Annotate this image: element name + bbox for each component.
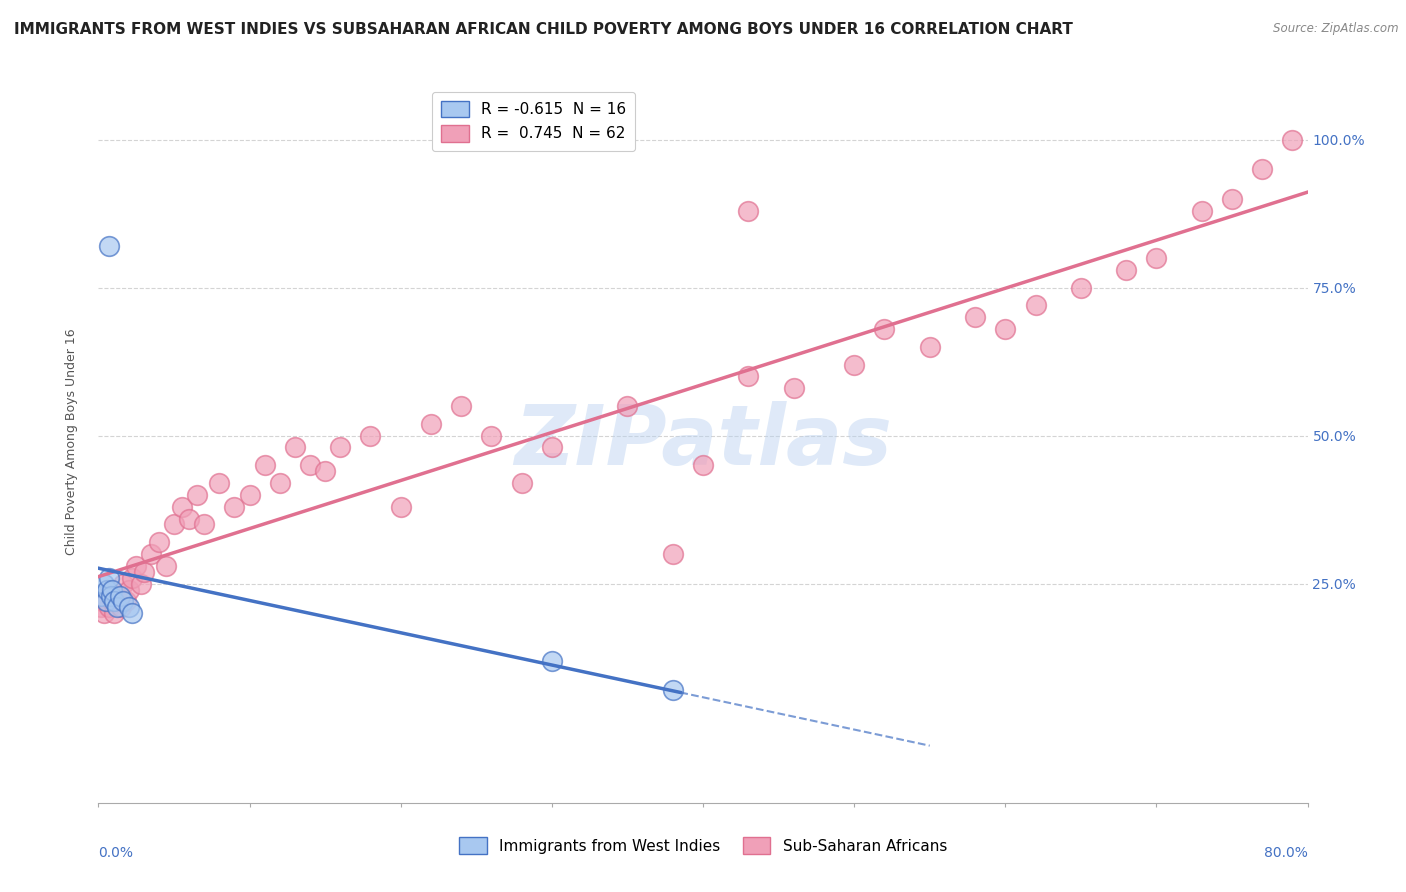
Point bbox=[1024, 298, 1046, 312]
Text: 80.0%: 80.0% bbox=[1264, 847, 1308, 860]
Point bbox=[1281, 132, 1303, 146]
Point bbox=[170, 500, 193, 514]
Point bbox=[1251, 162, 1274, 177]
Point bbox=[148, 535, 170, 549]
Point bbox=[101, 594, 124, 608]
Point bbox=[1115, 262, 1137, 277]
Point bbox=[510, 475, 533, 490]
Point bbox=[94, 589, 117, 603]
Point bbox=[114, 594, 136, 608]
Point bbox=[107, 594, 129, 608]
Point bbox=[141, 547, 163, 561]
Point bbox=[540, 441, 562, 455]
Point bbox=[360, 428, 382, 442]
Point bbox=[692, 458, 714, 473]
Point bbox=[91, 594, 114, 608]
Text: 0.0%: 0.0% bbox=[98, 847, 134, 860]
Point bbox=[616, 399, 638, 413]
Point bbox=[661, 683, 683, 698]
Point bbox=[284, 441, 307, 455]
Point bbox=[118, 600, 141, 615]
Point bbox=[224, 500, 246, 514]
Point bbox=[844, 358, 866, 372]
Point bbox=[118, 582, 141, 597]
Point bbox=[918, 340, 941, 354]
Point bbox=[125, 558, 148, 573]
Legend: Immigrants from West Indies, Sub-Saharan Africans: Immigrants from West Indies, Sub-Saharan… bbox=[453, 831, 953, 860]
Point bbox=[873, 322, 896, 336]
Point bbox=[239, 488, 262, 502]
Point bbox=[103, 607, 125, 621]
Point bbox=[103, 594, 125, 608]
Point bbox=[299, 458, 322, 473]
Point bbox=[329, 441, 352, 455]
Point bbox=[98, 239, 121, 253]
Point bbox=[101, 582, 124, 597]
Point bbox=[737, 203, 759, 218]
Point bbox=[90, 589, 112, 603]
Point bbox=[100, 582, 122, 597]
Y-axis label: Child Poverty Among Boys Under 16: Child Poverty Among Boys Under 16 bbox=[65, 328, 79, 555]
Point bbox=[179, 511, 201, 525]
Point bbox=[93, 607, 115, 621]
Point bbox=[98, 571, 121, 585]
Point bbox=[96, 594, 118, 608]
Point bbox=[100, 589, 122, 603]
Text: IMMIGRANTS FROM WEST INDIES VS SUBSAHARAN AFRICAN CHILD POVERTY AMONG BOYS UNDER: IMMIGRANTS FROM WEST INDIES VS SUBSAHARA… bbox=[14, 22, 1073, 37]
Point bbox=[965, 310, 987, 325]
Point bbox=[96, 582, 118, 597]
Point bbox=[90, 600, 112, 615]
Point bbox=[132, 565, 155, 579]
Point bbox=[111, 576, 134, 591]
Point bbox=[540, 654, 562, 668]
Point bbox=[110, 600, 132, 615]
Point bbox=[208, 475, 231, 490]
Point bbox=[1144, 251, 1167, 265]
Point bbox=[450, 399, 472, 413]
Point bbox=[269, 475, 291, 490]
Point bbox=[94, 594, 117, 608]
Point bbox=[155, 558, 177, 573]
Point bbox=[163, 517, 186, 532]
Point bbox=[108, 589, 131, 603]
Point bbox=[481, 428, 503, 442]
Point bbox=[783, 381, 806, 395]
Point bbox=[1220, 192, 1243, 206]
Point bbox=[737, 369, 759, 384]
Text: Source: ZipAtlas.com: Source: ZipAtlas.com bbox=[1274, 22, 1399, 36]
Point bbox=[93, 576, 115, 591]
Text: ZIPatlas: ZIPatlas bbox=[515, 401, 891, 482]
Point bbox=[186, 488, 208, 502]
Point bbox=[389, 500, 412, 514]
Point bbox=[994, 322, 1017, 336]
Point bbox=[253, 458, 276, 473]
Point bbox=[420, 417, 443, 431]
Point bbox=[121, 607, 143, 621]
Point bbox=[111, 594, 134, 608]
Point bbox=[121, 571, 143, 585]
Point bbox=[314, 464, 336, 478]
Point bbox=[105, 600, 128, 615]
Point bbox=[1070, 280, 1092, 294]
Point bbox=[661, 547, 683, 561]
Point bbox=[105, 589, 128, 603]
Point bbox=[1191, 203, 1213, 218]
Point bbox=[129, 576, 152, 591]
Point bbox=[193, 517, 215, 532]
Point bbox=[98, 600, 121, 615]
